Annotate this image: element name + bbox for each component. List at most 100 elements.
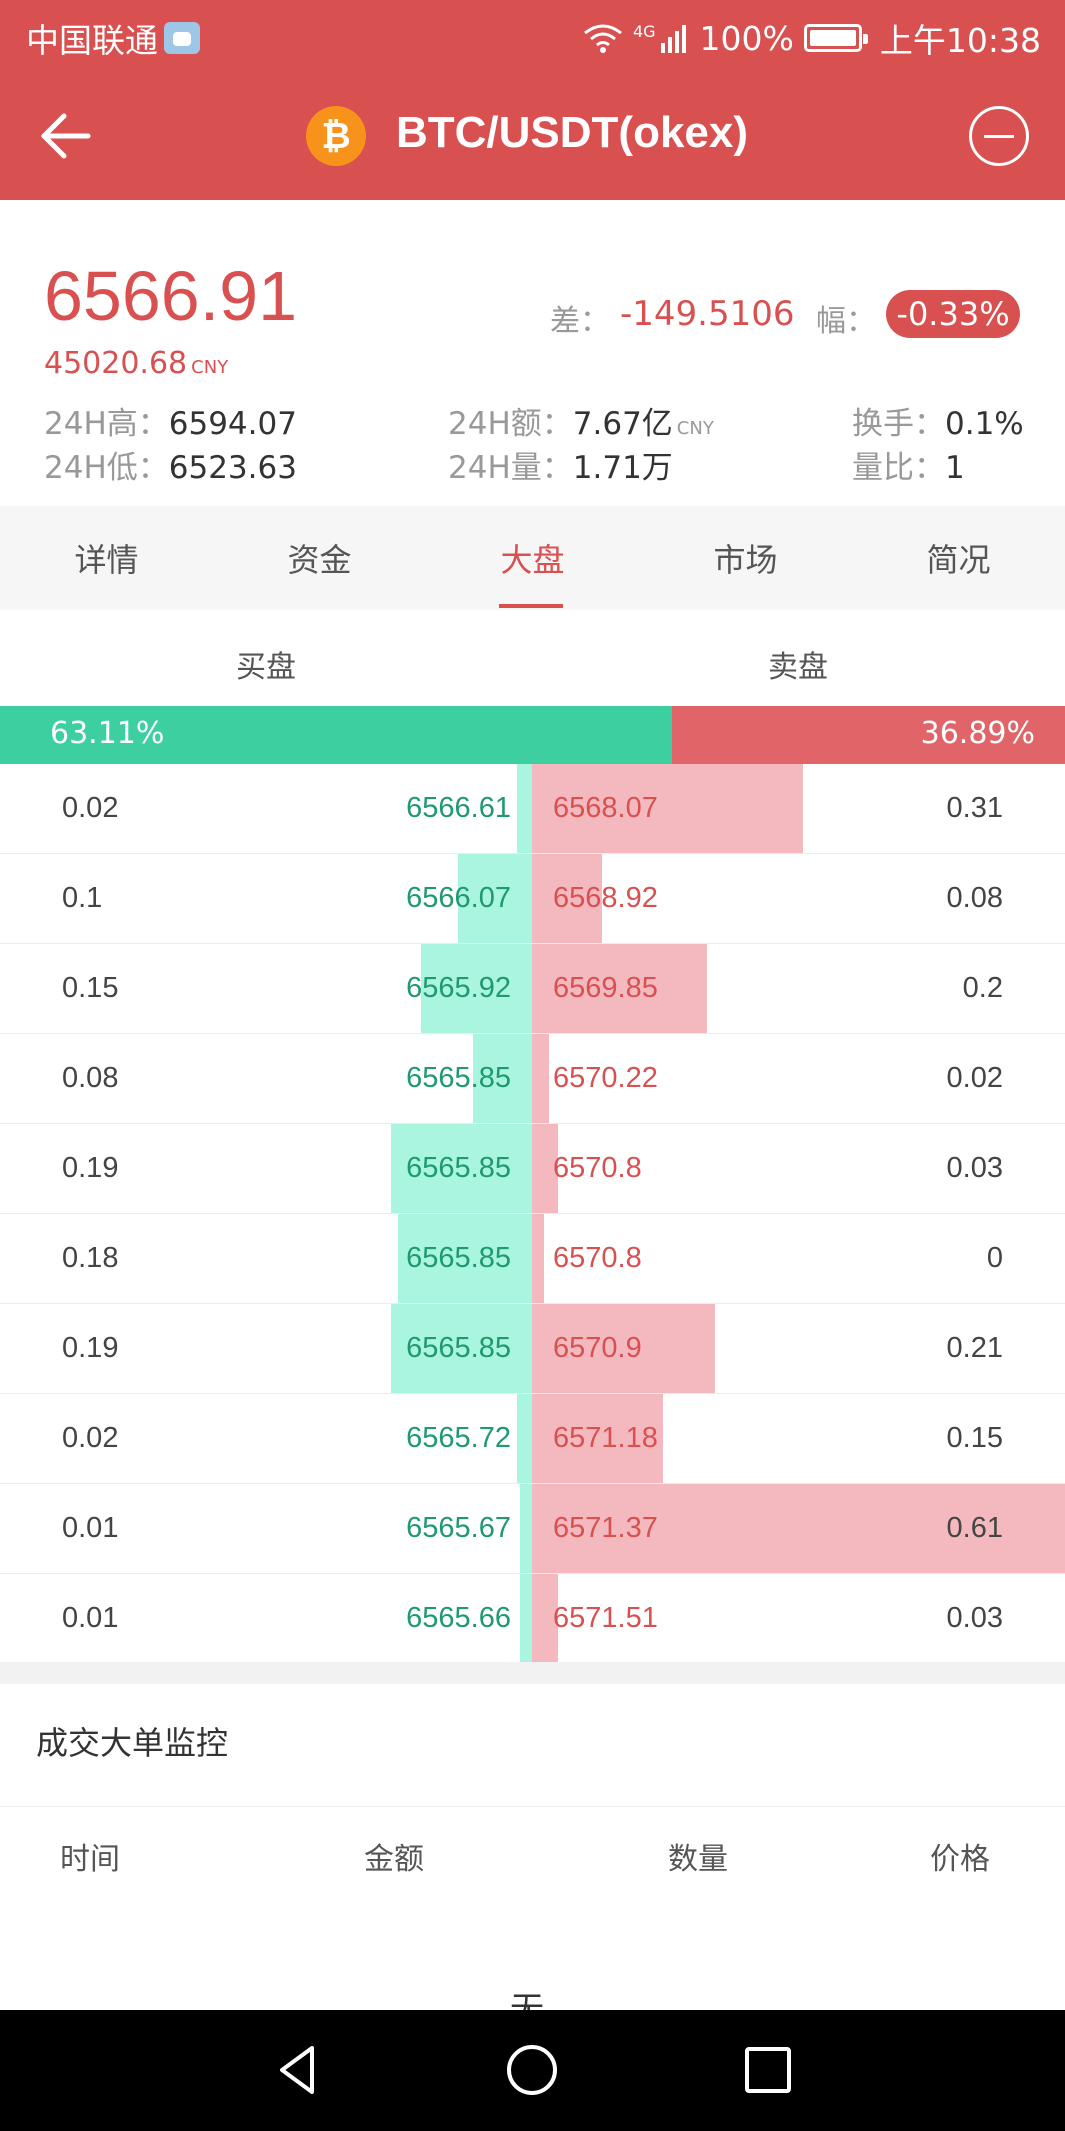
- stat-amount: 24H额：7.67亿 CNY: [448, 398, 714, 443]
- sell-depth-bar: [532, 1394, 664, 1483]
- col-quantity: 数量: [668, 1842, 728, 1877]
- cny-unit: CNY: [191, 357, 229, 378]
- price-summary: 6566.91 45020.68 CNY 差： -149.5106 幅： -0.3…: [0, 200, 1065, 506]
- buy-qty-cell: 0.15: [62, 972, 119, 1004]
- sell-qty-cell: 0.2: [962, 972, 1003, 1004]
- battery-icon: [803, 24, 868, 52]
- buy-price-cell: 6565.85: [406, 1242, 511, 1274]
- sell-side-header: 卖盘: [768, 650, 828, 685]
- battery-percent: 100%: [699, 18, 794, 58]
- tab-markets[interactable]: 市场: [713, 541, 778, 579]
- diff-value: -149.5106: [620, 294, 795, 334]
- back-arrow-icon[interactable]: [38, 108, 94, 164]
- sell-depth-bar: [532, 1124, 559, 1213]
- recents-square-icon[interactable]: [738, 2040, 798, 2100]
- carrier-name: 中国联通: [26, 21, 158, 60]
- sell-price-cell: 6568.07: [553, 792, 658, 824]
- buy-depth-bar: [390, 1124, 532, 1213]
- stat-amount-unit: CNY: [676, 418, 714, 439]
- buy-price-cell: 6566.61: [406, 792, 511, 824]
- buy-price-cell: 6565.92: [406, 972, 511, 1004]
- carrier-app-icon: [164, 22, 200, 54]
- buy-depth-bar: [517, 1394, 532, 1483]
- stat-volume-value: 1.71万: [572, 450, 673, 486]
- order-book: 0.02 6566.61 6568.07 0.31 0.1 6566.07 6568.92 0…: [0, 764, 1065, 1664]
- order-book-row: 0.01 6565.66 6571.51 0.03: [0, 1574, 1065, 1664]
- monitor-title: 成交大单监控: [36, 1724, 229, 1762]
- diff-label: 差：: [550, 304, 610, 339]
- empty-state-text: 无: [510, 1990, 544, 2010]
- buy-depth-bar: [390, 1304, 532, 1393]
- order-book-row: 0.01 6565.67 6571.37 0.61: [0, 1484, 1065, 1574]
- buy-depth-bar: [420, 944, 532, 1033]
- buy-price-cell: 6565.85: [406, 1152, 511, 1184]
- section-divider: [0, 1662, 1065, 1684]
- sell-depth-bar: [532, 1304, 716, 1393]
- sell-depth-bar: [532, 1484, 1065, 1573]
- sell-qty-cell: 0.03: [946, 1602, 1003, 1634]
- buy-qty-cell: 0.01: [62, 1512, 119, 1544]
- stat-turnover-label: 换手：: [852, 406, 945, 442]
- order-book-row: 0.1 6566.07 6568.92 0.08: [0, 854, 1065, 944]
- stat-ratio: 量比：1: [852, 442, 965, 487]
- page-title: BTC/USDT(okex): [396, 108, 749, 157]
- sell-price-cell: 6570.9: [553, 1332, 642, 1364]
- bitcoin-logo-icon: ₿: [306, 106, 366, 166]
- buy-depth-bar: [457, 854, 532, 943]
- tab-market-depth[interactable]: 大盘: [500, 541, 565, 579]
- buy-qty-cell: 0.19: [62, 1152, 119, 1184]
- buy-qty-cell: 0.19: [62, 1332, 119, 1364]
- tab-funds[interactable]: 资金: [287, 541, 352, 579]
- sell-qty-cell: 0.31: [946, 792, 1003, 824]
- cny-price: 45020.68 CNY: [44, 346, 228, 381]
- pct-change-badge: -0.33%: [886, 290, 1020, 338]
- sell-qty-cell: 0: [986, 1242, 1003, 1274]
- buy-price-cell: 6565.66: [406, 1602, 511, 1634]
- buy-ratio-label: 63.11%: [50, 716, 165, 751]
- status-bar: 中国联通 4G 100% 上午10:38: [0, 0, 1065, 72]
- order-book-row: 0.02 6565.72 6571.18 0.15: [0, 1394, 1065, 1484]
- home-circle-icon[interactable]: [502, 2040, 562, 2100]
- sell-depth-bar: [532, 854, 602, 943]
- sell-price-cell: 6568.92: [553, 882, 658, 914]
- network-type: 4G: [632, 21, 656, 41]
- stat-high-label: 24H高：: [44, 406, 169, 442]
- order-book-row: 0.18 6565.85 6570.8 0: [0, 1214, 1065, 1304]
- stat-low-value: 6523.63: [168, 450, 297, 486]
- buy-depth-bar: [520, 1484, 532, 1573]
- buy-depth-bar: [398, 1214, 532, 1303]
- sell-price-cell: 6569.85: [553, 972, 658, 1004]
- sell-depth-bar: [532, 1214, 544, 1303]
- col-time: 时间: [60, 1842, 120, 1877]
- clock: 上午10:38: [879, 21, 1041, 60]
- sell-depth-bar: [532, 1574, 559, 1663]
- back-triangle-icon[interactable]: [268, 2040, 328, 2100]
- tab-details[interactable]: 详情: [74, 541, 139, 579]
- stat-ratio-label: 量比：: [852, 450, 945, 486]
- sell-depth-bar: [532, 944, 707, 1033]
- tab-overview[interactable]: 简况: [926, 541, 991, 579]
- cny-price-value: 45020.68: [44, 346, 188, 381]
- stat-ratio-value: 1: [945, 450, 965, 486]
- sell-ratio-label: 36.89%: [920, 716, 1035, 751]
- stat-turnover-value: 0.1%: [945, 406, 1024, 442]
- buy-price-cell: 6565.85: [406, 1062, 511, 1094]
- minus-circle-icon[interactable]: [969, 106, 1029, 166]
- sell-price-cell: 6570.22: [553, 1062, 658, 1094]
- tab-bar: 详情 资金 大盘 市场 简况: [0, 506, 1065, 610]
- buy-depth-bar: [472, 1034, 532, 1123]
- col-price: 价格: [930, 1842, 990, 1877]
- stat-high: 24H高：6594.07: [44, 398, 297, 443]
- last-price: 6566.91: [44, 257, 298, 335]
- buy-price-cell: 6565.67: [406, 1512, 511, 1544]
- sell-qty-cell: 0.21: [946, 1332, 1003, 1364]
- system-nav-bar: [0, 2010, 1065, 2131]
- sell-qty-cell: 0.61: [946, 1512, 1003, 1544]
- book-header: 买盘 卖盘: [0, 610, 1065, 706]
- buy-depth-bar: [520, 1574, 532, 1663]
- order-book-row: 0.15 6565.92 6569.85 0.2: [0, 944, 1065, 1034]
- sell-depth-bar: [532, 764, 803, 853]
- sell-price-cell: 6571.37: [553, 1512, 658, 1544]
- buy-qty-cell: 0.01: [62, 1602, 119, 1634]
- buy-price-cell: 6565.72: [406, 1422, 511, 1454]
